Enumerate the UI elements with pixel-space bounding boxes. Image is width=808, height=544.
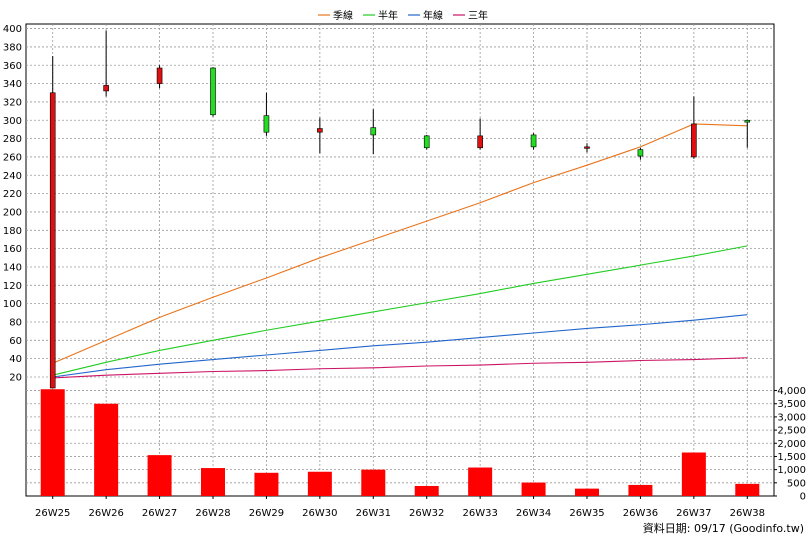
legend-item-quarter: 季線: [318, 9, 353, 22]
price-tick-label: 200: [3, 207, 22, 218]
legend-item-half-year: 半年: [363, 9, 398, 22]
price-tick-label: 100: [3, 299, 22, 310]
volume-bar: [147, 455, 172, 496]
candle-body: [637, 149, 644, 157]
volume-bar: [361, 469, 386, 496]
volume-tick-label: 1,000: [777, 465, 806, 476]
x-tick-label: 26W38: [730, 508, 765, 519]
volume-bar: [575, 488, 599, 496]
ma-line: [52, 245, 748, 376]
volume-bars: [40, 389, 760, 496]
price-tick-label: 340: [3, 79, 22, 90]
volume-grid: [26, 390, 774, 484]
volume-bar: [307, 471, 332, 496]
volume-bar: [521, 482, 546, 496]
volume-axis-ticks: 0 500 1,000 1,500 2,000 2,500 3,000 3,500 4,000: [774, 386, 806, 503]
candle-body: [49, 92, 56, 389]
legend-label-half-year: 半年: [378, 9, 398, 22]
candle-body: [370, 127, 377, 136]
candle-body: [156, 67, 163, 84]
price-tick-label: 80: [9, 317, 22, 328]
ma-line: [52, 357, 748, 379]
candle-body: [423, 135, 430, 149]
volume-tick-label: 500: [787, 478, 806, 489]
price-tick-label: 140: [3, 262, 22, 273]
x-tick-label: 26W29: [249, 508, 284, 519]
ma-line: [52, 314, 748, 378]
candle-body: [103, 85, 109, 92]
price-tick-label: 160: [3, 244, 22, 255]
x-tick-label: 26W26: [88, 508, 123, 519]
price-grid: [26, 24, 774, 496]
x-tick-label: 26W30: [302, 508, 337, 519]
x-tick-label: 26W37: [676, 508, 711, 519]
volume-bar: [201, 468, 225, 496]
x-axis-ticks: 26W25 26W26 26W27 26W28 26W29 26W30 26W31 26W32…: [35, 496, 765, 519]
legend-label-quarter: 季線: [333, 9, 353, 22]
moving-average-lines: [52, 123, 748, 379]
volume-tick-label: 3,000: [777, 412, 806, 423]
x-tick-label: 26W36: [623, 508, 658, 519]
footer-date-source: 資料日期: 09/17 (Goodinfo.tw): [643, 521, 804, 535]
volume-tick-label: 4,000: [777, 386, 806, 397]
price-tick-label: 240: [3, 171, 22, 182]
legend-label-year: 年線: [423, 9, 443, 22]
legend-item-three-year: 三年: [453, 9, 488, 22]
volume-bar: [414, 485, 439, 496]
x-tick-label: 26W31: [356, 508, 391, 519]
candle-body: [691, 123, 697, 158]
volume-bar: [468, 467, 493, 496]
candle-body: [530, 134, 537, 148]
price-tick-label: 360: [3, 61, 22, 72]
volume-tick-label: 1,500: [777, 452, 806, 463]
price-tick-label: 300: [3, 116, 22, 127]
x-tick-label: 26W33: [462, 508, 497, 519]
x-tick-label: 26W27: [142, 508, 177, 519]
x-tick-label: 26W28: [195, 508, 230, 519]
volume-bar: [628, 484, 653, 496]
ma-line: [52, 123, 748, 364]
volume-bar: [94, 403, 119, 496]
volume-tick-label: 2,500: [777, 426, 806, 437]
candle-body: [477, 135, 483, 149]
price-tick-label: 20: [9, 373, 22, 384]
legend-item-year: 年線: [408, 9, 443, 22]
x-tick-label: 26W25: [35, 508, 70, 519]
volume-bar: [681, 452, 706, 496]
candle-body: [584, 146, 590, 149]
volume-tick-label: 2,000: [777, 439, 806, 450]
candle-body: [263, 115, 270, 133]
price-tick-label: 220: [3, 189, 22, 200]
candle-body: [317, 128, 323, 133]
candlesticks: [49, 30, 751, 389]
candle-body: [744, 119, 751, 123]
legend: 季線 半年 年線 三年: [318, 9, 488, 22]
candle-body: [210, 67, 216, 116]
price-tick-label: 280: [3, 134, 22, 145]
volume-bar: [735, 483, 760, 496]
legend-label-three-year: 三年: [468, 9, 488, 22]
volume-bar: [40, 389, 65, 496]
price-tick-label: 260: [3, 152, 22, 163]
x-tick-label: 26W35: [569, 508, 604, 519]
price-axis-ticks: 20 40 60 80 100 120 140 160 180 200 220 240 260 280 30…: [3, 24, 22, 383]
volume-tick-label: 3,500: [777, 399, 806, 410]
price-tick-label: 120: [3, 281, 22, 292]
plot-border: [25, 23, 775, 497]
price-tick-label: 40: [9, 354, 22, 365]
price-tick-label: 380: [3, 42, 22, 53]
price-tick-label: 320: [3, 97, 22, 108]
x-tick-label: 26W32: [409, 508, 444, 519]
price-tick-label: 400: [3, 24, 22, 35]
price-tick-label: 180: [3, 226, 22, 237]
volume-tick-label: 0: [800, 492, 806, 503]
volume-bar: [254, 472, 279, 496]
x-tick-label: 26W34: [516, 508, 551, 519]
price-tick-label: 60: [9, 336, 22, 347]
